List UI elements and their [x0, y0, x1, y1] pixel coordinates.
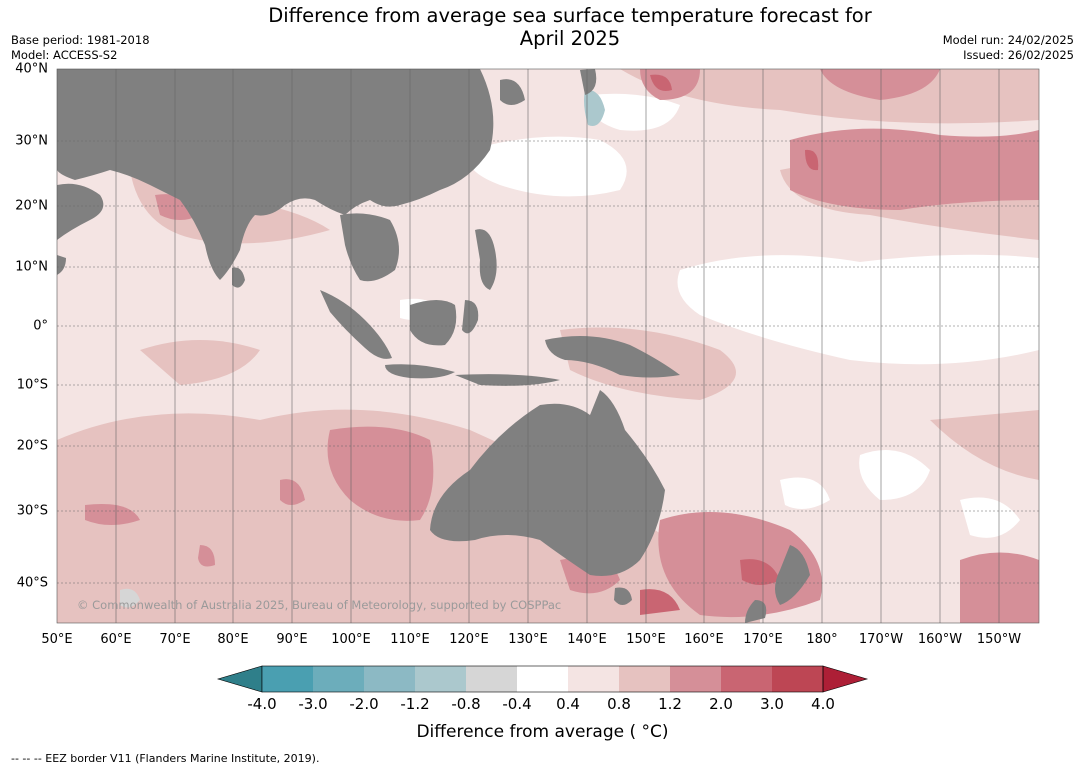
colorbar-title: Difference from average ( °C)	[416, 722, 669, 742]
colorbar-frame	[261, 665, 824, 693]
colorbar-swatch	[721, 666, 772, 692]
anomaly-zone-neg-08-12	[584, 89, 605, 126]
land	[57, 69, 810, 623]
lon-tick-140e: 140°E	[567, 632, 607, 647]
lon-tick-100e: 100°E	[331, 632, 371, 647]
title-line-2: April 2025	[519, 27, 621, 50]
model-run: Model run: 24/02/2025	[942, 33, 1074, 47]
issued-date: Issued: 26/02/2025	[963, 48, 1074, 62]
colorbar	[216, 665, 869, 693]
lon-tick-90e: 90°E	[276, 632, 308, 647]
colorbar-label: -2.0	[349, 695, 379, 713]
title-line-1: Difference from average sea surface temp…	[268, 4, 872, 27]
lon-tick-120e: 120°E	[449, 632, 489, 647]
anomaly-zone-neg-04-08	[120, 588, 140, 608]
colorbar-swatch	[568, 666, 619, 692]
colorbar-label: -1.2	[400, 695, 430, 713]
lat-tick-30n: 30°N	[15, 133, 48, 149]
colorbar-swatch	[313, 666, 364, 692]
lon-tick-160e: 160°E	[684, 632, 724, 647]
lon-tick-60e: 60°E	[100, 632, 132, 647]
lon-tick-150w: 150°W	[976, 632, 1022, 647]
lat-tick-10s: 10°S	[16, 377, 48, 393]
lon-tick-150e: 150°E	[626, 632, 666, 647]
lon-tick-70e: 70°E	[159, 632, 191, 647]
lat-tick-20n: 20°N	[15, 198, 48, 214]
graticule	[57, 69, 1039, 623]
meta-right: Model run: 24/02/2025 Issued: 26/02/2025	[943, 33, 1074, 63]
lon-tick-170e: 170°E	[743, 632, 783, 647]
lon-tick-50e: 50°E	[41, 632, 73, 647]
colorbar-label: 4.0	[811, 695, 835, 713]
eez-footnote: -- -- -- EEZ border V11 (Flanders Marine…	[11, 752, 320, 765]
base-period: Base period: 1981-2018	[11, 33, 150, 47]
anomaly-zone-20-30	[640, 74, 819, 615]
colorbar-label: 0.4	[556, 695, 580, 713]
lon-tick-170w: 170°W	[858, 632, 904, 647]
lon-tick-80e: 80°E	[217, 632, 249, 647]
colorbar-swatch	[466, 666, 517, 692]
colorbar-label: -0.4	[502, 695, 532, 713]
copyright-notice: © Commonwealth of Australia 2025, Bureau…	[77, 598, 562, 612]
lon-tick-160w: 160°W	[917, 632, 963, 647]
map-frame	[56, 68, 1040, 624]
colorbar-arrow-high	[822, 665, 869, 693]
colorbar-swatch	[415, 666, 466, 692]
colorbar-swatch	[670, 666, 721, 692]
lat-tick-10n: 10°N	[15, 259, 48, 275]
sst-anomaly-field	[57, 69, 1039, 623]
chart-title: Difference from average sea surface temp…	[0, 4, 1085, 50]
colorbar-swatch	[364, 666, 415, 692]
colorbar-label: 2.0	[709, 695, 733, 713]
colorbar-label: -4.0	[247, 695, 277, 713]
colorbar-label: 0.8	[607, 695, 631, 713]
lon-tick-110e: 110°E	[390, 632, 430, 647]
colorbar-label: 1.2	[658, 695, 682, 713]
colorbar-arrow-low	[216, 665, 263, 693]
lat-tick-40n: 40°N	[15, 61, 48, 77]
lon-tick-180: 180°	[806, 632, 838, 647]
colorbar-label: 3.0	[760, 695, 784, 713]
colorbar-swatch	[262, 666, 313, 692]
colorbar-swatch	[619, 666, 670, 692]
model-name: Model: ACCESS-S2	[11, 48, 118, 62]
colorbar-swatch	[772, 666, 823, 692]
colorbar-swatch	[517, 666, 568, 692]
lat-tick-30s: 30°S	[16, 503, 48, 519]
lat-tick-20s: 20°S	[16, 438, 48, 454]
lat-tick-40s: 40°S	[16, 575, 48, 591]
meta-left: Base period: 1981-2018 Model: ACCESS-S2	[11, 33, 150, 63]
colorbar-label: -3.0	[298, 695, 328, 713]
lat-tick-equator: 0°	[33, 318, 48, 334]
lon-tick-130e: 130°E	[508, 632, 548, 647]
colorbar-label: -0.8	[451, 695, 481, 713]
